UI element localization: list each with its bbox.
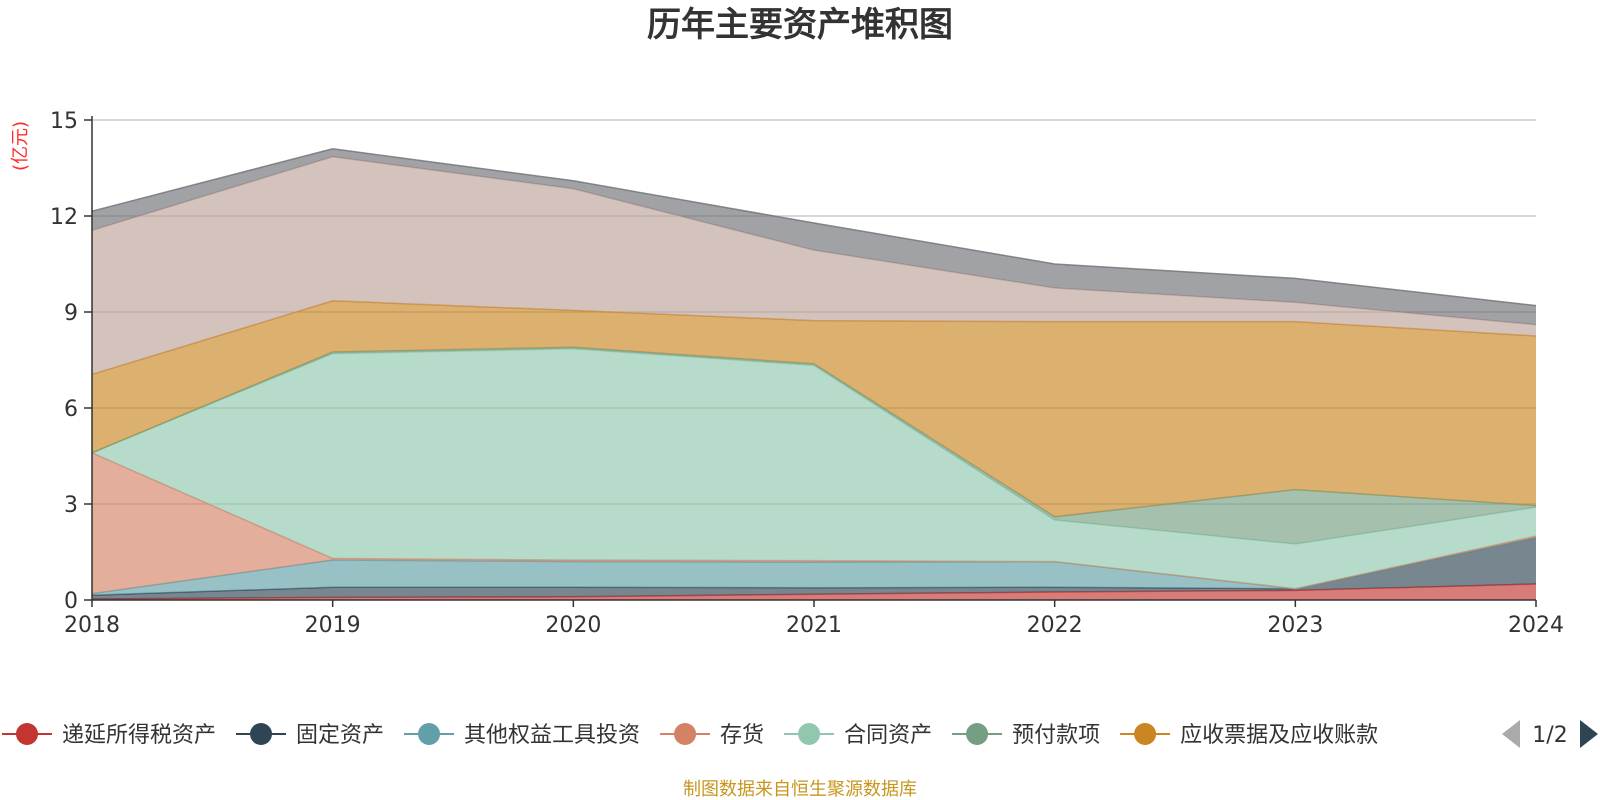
area-series-5 — [92, 347, 1536, 544]
area-series — [91, 148, 1537, 600]
y-tick-label: 15 — [50, 109, 78, 134]
y-axis-unit-label: (亿元) — [10, 121, 31, 171]
axes: 0 3 6 9 12 15 2018 2019 2020 2021 2022 2023 2024 — [50, 109, 1564, 638]
x-tick-label: 2019 — [305, 613, 361, 638]
legend[interactable]: 递延所得税资产 固定资产 其他权益工具投资 存货 合同资产 预付款项 应收票据及应收账款 1/… — [2, 720, 1598, 748]
x-tick-label: 2024 — [1508, 613, 1564, 638]
legend-circle-marker — [250, 723, 273, 745]
data-source-note: 制图数据来自恒生聚源数据库 — [683, 779, 917, 800]
x-tick-label: 2018 — [64, 613, 120, 638]
legend-item[interactable]: 固定资产 — [236, 723, 384, 748]
legend-label: 固定资产 — [296, 723, 384, 748]
area-series-7 — [92, 156, 1536, 375]
y-tick-label: 9 — [64, 301, 78, 326]
legend-circle-marker — [418, 723, 441, 745]
legend-circle-marker — [798, 723, 821, 745]
area-series-4 — [92, 348, 1536, 589]
legend-label: 应收票据及应收账款 — [1180, 723, 1378, 748]
legend-item[interactable]: 递延所得税资产 — [2, 723, 216, 748]
legend-label: 其他权益工具投资 — [464, 723, 640, 748]
y-tick-label: 12 — [50, 205, 78, 230]
legend-label: 存货 — [720, 723, 764, 748]
area-series-line-8 — [91, 148, 1537, 307]
area-series-1 — [92, 537, 1536, 599]
legend-next-page-icon[interactable] — [1580, 720, 1598, 748]
legend-label: 合同资产 — [844, 723, 932, 748]
legend-item[interactable]: 应收票据及应收账款 — [1120, 723, 1378, 748]
area-series-8 — [92, 148, 1536, 325]
x-tick-label: 2021 — [786, 613, 842, 638]
legend-item[interactable]: 存货 — [660, 723, 764, 748]
y-tick-label: 0 — [64, 589, 78, 614]
y-tick-label: 3 — [64, 493, 78, 518]
legend-circle-marker — [16, 723, 38, 745]
legend-item[interactable]: 合同资产 — [784, 723, 932, 748]
legend-page-indicator: 1/2 — [1532, 723, 1567, 748]
y-tick-label: 6 — [64, 397, 78, 422]
legend-circle-marker — [1134, 723, 1157, 745]
legend-circle-marker — [966, 723, 989, 745]
legend-item[interactable]: 其他权益工具投资 — [404, 723, 640, 748]
chart-title: 历年主要资产堆积图 — [647, 5, 953, 45]
area-series-6 — [92, 300, 1536, 517]
x-tick-label: 2023 — [1267, 613, 1323, 638]
x-tick-label: 2022 — [1027, 613, 1083, 638]
legend-circle-marker — [674, 723, 697, 745]
area-series-0 — [92, 584, 1536, 600]
legend-label: 预付款项 — [1012, 723, 1100, 748]
legend-label: 递延所得税资产 — [62, 723, 216, 748]
legend-prev-page-icon[interactable] — [1502, 720, 1520, 748]
x-tick-label: 2020 — [545, 613, 601, 638]
area-series-2 — [92, 537, 1536, 596]
legend-item[interactable]: 预付款项 — [952, 723, 1100, 748]
